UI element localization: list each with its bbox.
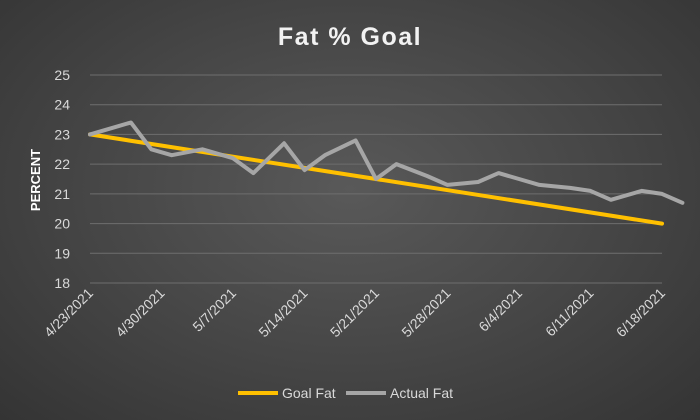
chart-title: Fat % Goal (278, 23, 422, 51)
gridlines (90, 74, 662, 284)
legend-label: Goal Fat (282, 385, 336, 401)
x-tick-label: 4/30/2021 (112, 285, 168, 341)
x-tick-label: 5/21/2021 (327, 285, 383, 341)
series-line-actual-fat (88, 120, 685, 205)
y-tick-label: 23 (54, 126, 70, 142)
y-axis-label: PERCENT (28, 149, 43, 211)
x-tick-label: 4/23/2021 (41, 285, 97, 341)
y-tick-label: 20 (54, 216, 70, 232)
y-tick-label: 18 (54, 275, 70, 291)
y-axis-ticks: 18 19 20 21 22 23 24 25 (54, 67, 70, 291)
legend: Goal Fat Actual Fat (238, 385, 453, 401)
y-tick-label: 25 (54, 67, 70, 83)
y-tick-label: 21 (54, 186, 70, 202)
legend-label: Actual Fat (390, 385, 453, 401)
y-tick-label: 22 (54, 156, 70, 172)
y-tick-label: 24 (54, 97, 70, 113)
x-tick-label: 6/18/2021 (613, 285, 669, 341)
x-tick-label: 5/7/2021 (189, 285, 239, 335)
x-axis-ticks: 4/23/2021 4/30/2021 5/7/2021 5/14/2021 5/21/… (41, 285, 669, 341)
series-layer (88, 120, 685, 226)
x-tick-label: 5/28/2021 (398, 285, 454, 341)
x-tick-label: 6/11/2021 (542, 285, 597, 340)
y-tick-label: 19 (54, 245, 70, 261)
x-tick-label: 5/14/2021 (255, 285, 311, 341)
x-tick-label: 6/4/2021 (475, 285, 525, 335)
